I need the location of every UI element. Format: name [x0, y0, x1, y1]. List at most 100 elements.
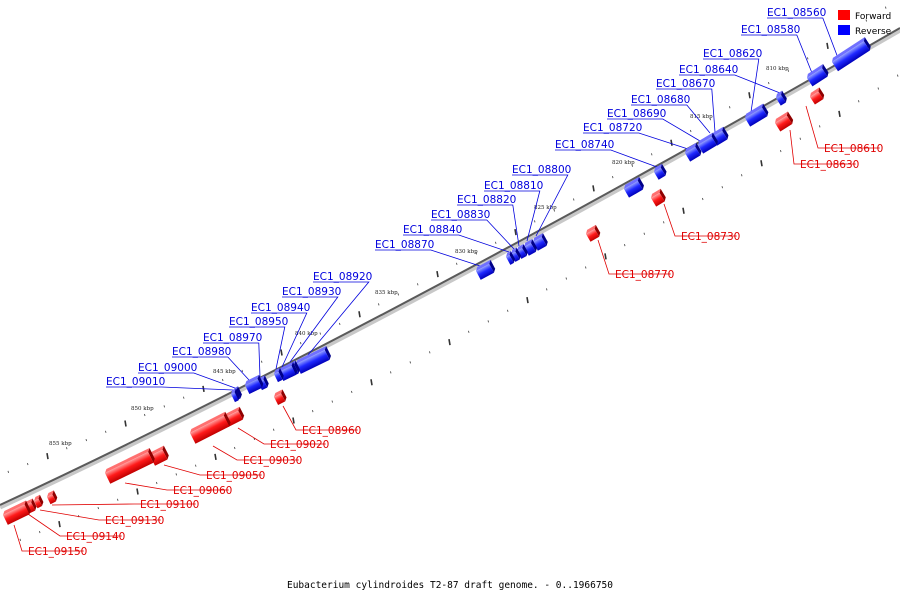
gene-ec1-08560[interactable]	[830, 37, 872, 72]
leader-line	[805, 105, 880, 149]
gene-label[interactable]: EC1_09060	[173, 485, 232, 497]
gene-label[interactable]: EC1_08960	[302, 425, 361, 437]
gene-side-face	[489, 259, 496, 273]
scale-tick	[195, 464, 197, 467]
gene-label[interactable]: EC1_08810	[484, 180, 543, 192]
gene-side-face	[541, 233, 548, 246]
gene-label[interactable]: EC1_08970	[203, 332, 262, 344]
gene-side-face	[818, 87, 825, 100]
gene-ec1-08730[interactable]	[649, 188, 667, 207]
gene-ec1-09030[interactable]	[189, 411, 232, 444]
gene-label[interactable]: EC1_08830	[431, 209, 490, 221]
scale-tick	[780, 149, 782, 153]
leader-line	[163, 464, 262, 476]
gene-label[interactable]: EC1_08920	[313, 271, 372, 283]
gene-label[interactable]: EC1_09150	[28, 546, 87, 558]
gene-label[interactable]: EC1_08800	[512, 164, 571, 176]
gene-label[interactable]: EC1_08770	[615, 269, 674, 281]
gene-label[interactable]: EC1_08930	[282, 286, 341, 298]
gene-ec1-08580[interactable]	[805, 64, 830, 87]
gene-ec1-08820[interactable]	[516, 244, 530, 259]
scale-tick	[234, 446, 236, 450]
gene-body	[47, 494, 56, 505]
gene-ec1-08950[interactable]	[273, 367, 285, 383]
scale-tick	[378, 303, 380, 306]
gene-label[interactable]: EC1_08670	[656, 78, 715, 90]
gene-label[interactable]: EC1_08980	[172, 346, 231, 358]
genome-backbone	[0, 27, 900, 506]
leader-line	[607, 118, 701, 142]
gene-label[interactable]: EC1_08580	[741, 24, 800, 36]
gene-ec1-08870[interactable]	[475, 259, 497, 280]
scale-tick	[807, 57, 809, 60]
gene-label[interactable]: EC1_08610	[824, 143, 883, 155]
scale-tick	[514, 229, 517, 236]
gene-ec1-08840[interactable]	[505, 250, 517, 265]
gene-label[interactable]: EC1_08950	[229, 316, 288, 328]
gene-label[interactable]: EC1_09010	[106, 376, 165, 388]
gene-label[interactable]: EC1_09130	[105, 515, 164, 527]
gene-label[interactable]: EC1_08690	[607, 108, 666, 120]
gene-side-face	[711, 132, 718, 146]
gene-label[interactable]: EC1_08720	[583, 122, 642, 134]
gene-ec1-08740[interactable]	[623, 176, 646, 198]
gene-label[interactable]: EC1_09100	[140, 499, 199, 511]
gene-ec1-08830[interactable]	[510, 247, 523, 262]
leader-line	[282, 405, 358, 431]
gene-label[interactable]: EC1_09020	[270, 439, 329, 451]
gene-label[interactable]: EC1_08840	[403, 224, 462, 236]
gene-label[interactable]: EC1_08940	[251, 302, 310, 314]
gene-ec1-09150[interactable]	[2, 500, 32, 525]
gene-label[interactable]: EC1_08740	[555, 139, 614, 151]
gene-ec1-08770[interactable]	[585, 224, 602, 242]
gene-ec1-09130[interactable]	[33, 494, 45, 509]
gene-label[interactable]: EC1_09140	[66, 531, 125, 543]
gene-label[interactable]: EC1_09050	[206, 470, 265, 482]
scale-tick	[339, 322, 341, 326]
gene-label[interactable]: EC1_09030	[243, 455, 302, 467]
gene-label[interactable]: EC1_09000	[138, 362, 197, 374]
gene-top-face	[712, 126, 724, 137]
gene-label[interactable]: EC1_08870	[375, 239, 434, 251]
gene-top-face	[810, 87, 820, 97]
scale-tick	[183, 396, 185, 399]
kbp-label: 815 kbp	[690, 114, 713, 120]
gene-ec1-08680[interactable]	[696, 132, 719, 154]
gene-label[interactable]: EC1_08560	[767, 7, 826, 19]
legend-reverse-swatch	[838, 25, 850, 35]
scale-tick	[214, 453, 217, 461]
gene-ec1-08960[interactable]	[273, 389, 288, 406]
leader-line	[679, 74, 781, 94]
scale-tick	[241, 369, 243, 373]
gene-side-face	[762, 103, 769, 117]
gene-ec1-08920[interactable]	[295, 345, 333, 374]
gene-label[interactable]: EC1_08820	[457, 194, 516, 206]
gene-top-face	[745, 103, 764, 118]
gene-ec1-08630[interactable]	[773, 111, 794, 132]
scale-tick	[760, 160, 763, 167]
gene-label[interactable]: EC1_08680	[631, 94, 690, 106]
gene-ec1-08620[interactable]	[743, 103, 769, 127]
gene-label[interactable]: EC1_08620	[703, 48, 762, 60]
gene-side-face	[722, 126, 729, 140]
gene-ec1-08690[interactable]	[683, 142, 703, 162]
gene-side-face	[263, 375, 269, 388]
genome-backbone-shadow	[0, 27, 900, 510]
gene-ec1-09100[interactable]	[46, 490, 59, 505]
gene-label[interactable]: EC1_08630	[800, 159, 859, 171]
scale-tick	[565, 277, 567, 280]
gene-ec1-08640[interactable]	[774, 90, 788, 106]
gene-body	[190, 415, 230, 444]
scale-tick	[456, 262, 458, 265]
gene-ec1-09050[interactable]	[149, 445, 171, 466]
gene-side-face	[509, 250, 516, 263]
gene-ec1-08720[interactable]	[652, 163, 668, 180]
gene-ec1-08980[interactable]	[244, 374, 265, 394]
gene-ec1-08610[interactable]	[808, 87, 825, 105]
gene-label[interactable]: EC1_08640	[679, 64, 738, 76]
gene-ec1-09010[interactable]	[230, 388, 242, 403]
gene-ec1-09060[interactable]	[104, 447, 156, 484]
gene-ec1-08810[interactable]	[523, 239, 539, 256]
gene-label[interactable]: EC1_08730	[681, 231, 740, 243]
